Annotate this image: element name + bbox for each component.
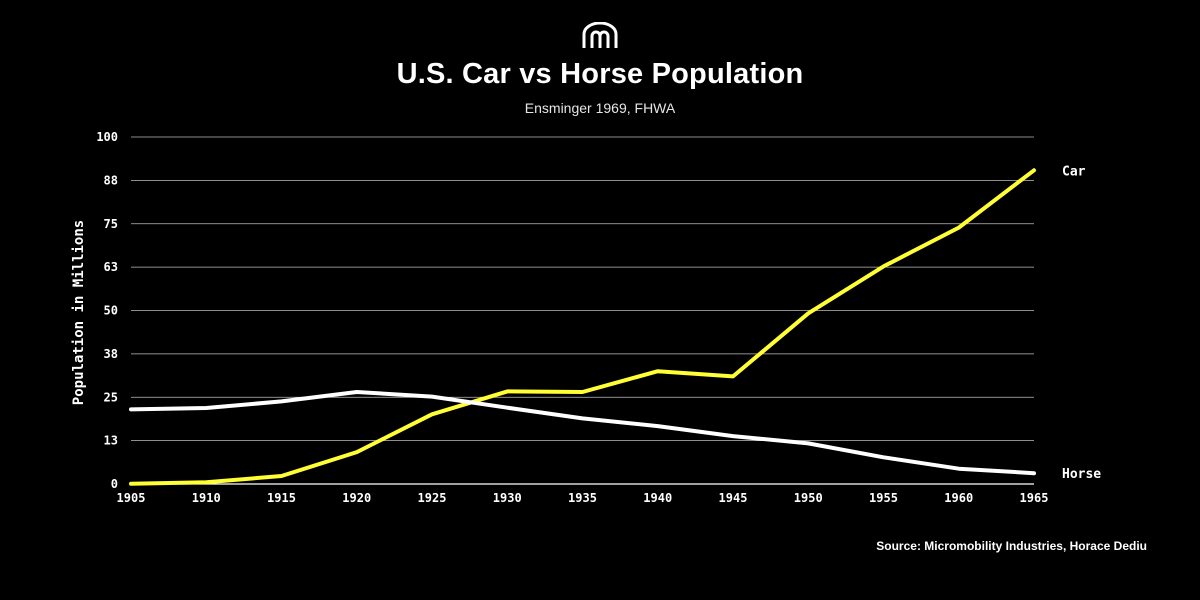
x-tick-label: 1935	[568, 491, 597, 505]
y-tick-label: 75	[104, 217, 118, 231]
x-tick-label: 1965	[1020, 491, 1049, 505]
x-tick-label: 1915	[267, 491, 296, 505]
y-tick-label: 13	[104, 434, 118, 448]
y-tick-label: 25	[104, 390, 118, 404]
series-label-car: Car	[1062, 164, 1086, 179]
x-tick-label: 1920	[342, 491, 371, 505]
axis-layer: 0 13 25 38 50 63 75 88 100 1905 1910 1915 1920 1925 19…	[71, 130, 1048, 505]
y-tick-label: 0	[111, 477, 118, 491]
x-tick-label: 1945	[719, 491, 748, 505]
x-tick-label: 1960	[944, 491, 973, 505]
series-label-horse: Horse	[1062, 467, 1101, 482]
y-tick-label: 38	[104, 347, 118, 361]
micromobility-logo-icon	[582, 22, 618, 48]
y-axis-label: Population in Millions	[71, 220, 87, 405]
y-tick-label: 50	[104, 304, 118, 318]
series-line-horse	[129, 390, 1036, 476]
x-tick-label: 1955	[869, 491, 898, 505]
y-tick-label: 63	[104, 260, 118, 274]
y-tick-label: 88	[104, 173, 118, 187]
x-tick-label: 1930	[493, 491, 522, 505]
series-layer	[129, 168, 1036, 486]
x-tick-label: 1905	[117, 491, 146, 505]
series-line-car	[129, 168, 1036, 486]
label-layer: Car Horse	[1062, 164, 1101, 482]
chart-subtitle: Ensminger 1969, FHWA	[524, 100, 676, 116]
chart-title: U.S. Car vs Horse Population	[396, 58, 804, 90]
x-tick-label: 1940	[643, 491, 672, 505]
x-tick-label: 1950	[794, 491, 823, 505]
y-tick-label: 100	[96, 130, 118, 144]
source-note: Source: Micromobility Industries, Horace…	[876, 539, 1147, 553]
grid-layer	[131, 136, 1034, 485]
x-tick-label: 1910	[192, 491, 221, 505]
x-tick-label: 1925	[418, 491, 447, 505]
